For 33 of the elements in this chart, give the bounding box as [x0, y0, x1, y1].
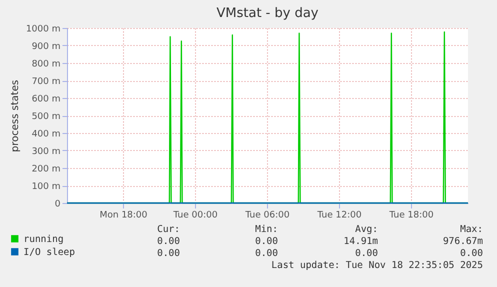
y-tick-label: 500 m: [32, 112, 60, 122]
text: 0.00: [460, 248, 483, 259]
text: 14.91m: [344, 236, 378, 247]
text: Min:: [255, 224, 278, 235]
y-axis-title: process states: [10, 80, 21, 152]
y-tick-label: 300 m: [32, 147, 60, 157]
y-tick-label: 200 m: [32, 164, 60, 174]
y-tick-label: 100 m: [32, 182, 60, 192]
x-tick-label: Tue 06:00: [244, 210, 290, 220]
y-tick-label: 0: [54, 200, 61, 210]
text: 0.00: [255, 236, 278, 247]
text: 0.00: [157, 236, 180, 247]
y-tick-label: 700 m: [32, 77, 60, 87]
x-tick-label: Tue 12:00: [316, 210, 362, 220]
y-tick-label: 600 m: [32, 94, 60, 104]
chart-title: VMstat - by day: [216, 6, 319, 21]
text: Cur:: [157, 224, 180, 235]
y-tick-label: 400 m: [32, 130, 60, 140]
y-tick-label: 900 m: [32, 42, 60, 52]
text: 0.00: [355, 248, 378, 259]
legend-label: I/O sleep: [24, 246, 76, 258]
x-tick-label: Tue 00:00: [172, 210, 218, 220]
text: 0.00: [157, 248, 180, 259]
text: 0.00: [255, 248, 278, 259]
legend-label: running: [24, 234, 64, 245]
x-tick-label: Tue 18:00: [388, 210, 434, 220]
text: Last update: Tue Nov 18 22:35:05 2025: [271, 260, 483, 271]
y-tick-label: 1000 m: [26, 24, 60, 34]
text: Max:: [460, 224, 483, 235]
y-tick-label: 800 m: [32, 60, 60, 70]
x-tick-label: Mon 18:00: [100, 210, 148, 220]
text: 976.67m: [442, 236, 483, 247]
text: Avg:: [355, 224, 378, 235]
